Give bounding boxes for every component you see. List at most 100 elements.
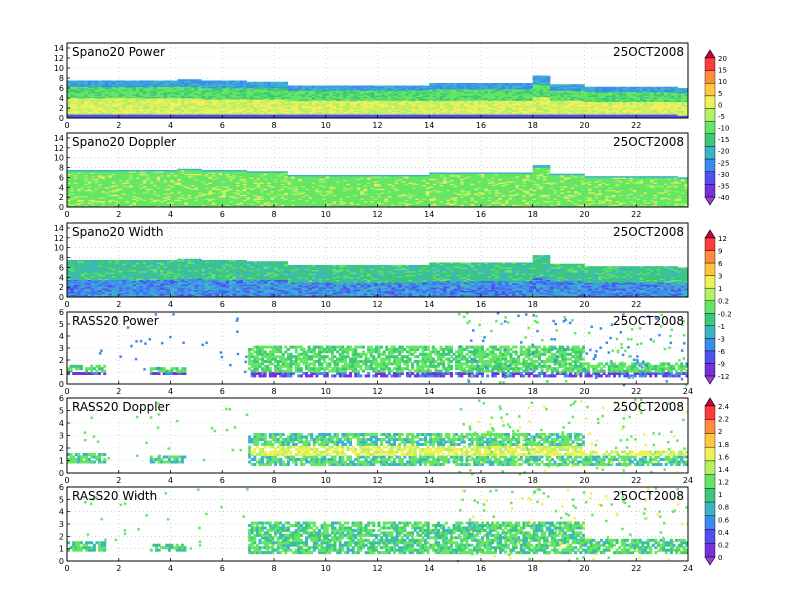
data-cell: [91, 108, 95, 110]
data-cell: [394, 95, 399, 98]
data-cell: [425, 110, 430, 113]
data-cell: [505, 114, 509, 116]
data-cell: [163, 111, 168, 114]
data-cell: [87, 89, 92, 91]
data-cell: [356, 111, 361, 114]
data-cell: [67, 108, 71, 110]
data-cell: [481, 110, 485, 113]
data-cell: [529, 86, 534, 89]
data-cell: [315, 98, 320, 100]
data-cell: [229, 99, 233, 101]
data-cell: [260, 114, 264, 116]
data-cell: [625, 94, 630, 96]
data-cell: [129, 109, 133, 111]
data-cell: [343, 114, 347, 116]
data-cell: [253, 93, 258, 95]
data-cell: [280, 110, 285, 113]
data-cell: [539, 111, 544, 114]
data-cell: [570, 111, 575, 114]
data-cell: [239, 100, 244, 103]
data-cell: [429, 88, 433, 90]
data-cell: [146, 95, 151, 98]
data-cell: [563, 100, 568, 103]
data-cell: [477, 86, 482, 89]
data-cell: [239, 105, 244, 108]
data-cell: [581, 100, 585, 103]
data-cell: [460, 85, 465, 88]
data-cell: [177, 86, 182, 89]
data-cell: [177, 79, 182, 81]
data-cell: [636, 104, 640, 106]
data-cell: [587, 96, 592, 99]
data-cell: [398, 113, 402, 115]
data-cell: [91, 89, 95, 91]
data-cell: [405, 89, 409, 91]
data-cell: [539, 94, 544, 96]
data-cell: [443, 114, 447, 116]
data-cell: [263, 85, 268, 88]
data-cell: [474, 83, 478, 85]
data-cell: [370, 103, 375, 105]
data-cell: [591, 113, 596, 115]
data-cell: [253, 115, 258, 118]
data-cell: [322, 113, 327, 115]
data-cell: [525, 115, 530, 118]
data-cell: [591, 108, 596, 110]
data-cell: [463, 109, 468, 111]
data-cell: [73, 83, 78, 85]
data-cell: [242, 91, 247, 94]
data-cell: [374, 85, 378, 88]
data-cell: [398, 86, 402, 89]
data-cell: [98, 96, 102, 99]
data-cell: [277, 111, 282, 114]
data-cell: [636, 114, 640, 116]
data-cell: [318, 88, 323, 90]
data-cell: [177, 98, 182, 100]
data-cell: [136, 99, 140, 101]
data-cell: [543, 84, 547, 86]
data-cell: [401, 96, 406, 99]
data-cell: [146, 84, 151, 86]
data-cell: [170, 115, 175, 118]
data-cell: [325, 96, 330, 99]
data-cell: [643, 91, 647, 94]
data-cell: [518, 110, 523, 113]
data-cell: [570, 100, 575, 103]
data-cell: [194, 113, 199, 115]
data-cell: [187, 90, 192, 93]
data-cell: [211, 93, 216, 95]
data-cell: [436, 105, 440, 108]
data-cell: [467, 90, 471, 93]
data-cell: [343, 104, 347, 106]
data-cell: [205, 100, 209, 103]
data-cell: [198, 109, 202, 111]
data-cell: [363, 103, 368, 105]
data-cell: [474, 90, 478, 93]
data-cell: [553, 88, 558, 90]
data-cell: [487, 105, 492, 108]
data-cell: [598, 89, 603, 91]
data-cell: [80, 94, 85, 96]
data-cell: [325, 104, 330, 106]
data-cell: [208, 84, 213, 86]
data-cell: [153, 106, 157, 109]
data-cell: [415, 90, 420, 93]
data-cell: [374, 88, 378, 90]
data-cell: [87, 91, 92, 94]
data-cell: [146, 105, 151, 108]
data-cell: [70, 103, 75, 105]
data-cell: [460, 83, 465, 85]
data-cell: [125, 111, 130, 114]
data-cell: [622, 93, 627, 95]
data-cell: [401, 86, 406, 89]
data-cell: [236, 81, 240, 84]
data-cell: [198, 113, 202, 115]
data-cell: [587, 91, 592, 94]
data-cell: [70, 95, 75, 98]
data-cell: [256, 114, 261, 116]
data-cell: [456, 115, 461, 118]
data-cell: [601, 98, 606, 100]
data-cell: [349, 90, 354, 93]
data-cell: [263, 104, 268, 106]
data-cell: [529, 100, 534, 103]
